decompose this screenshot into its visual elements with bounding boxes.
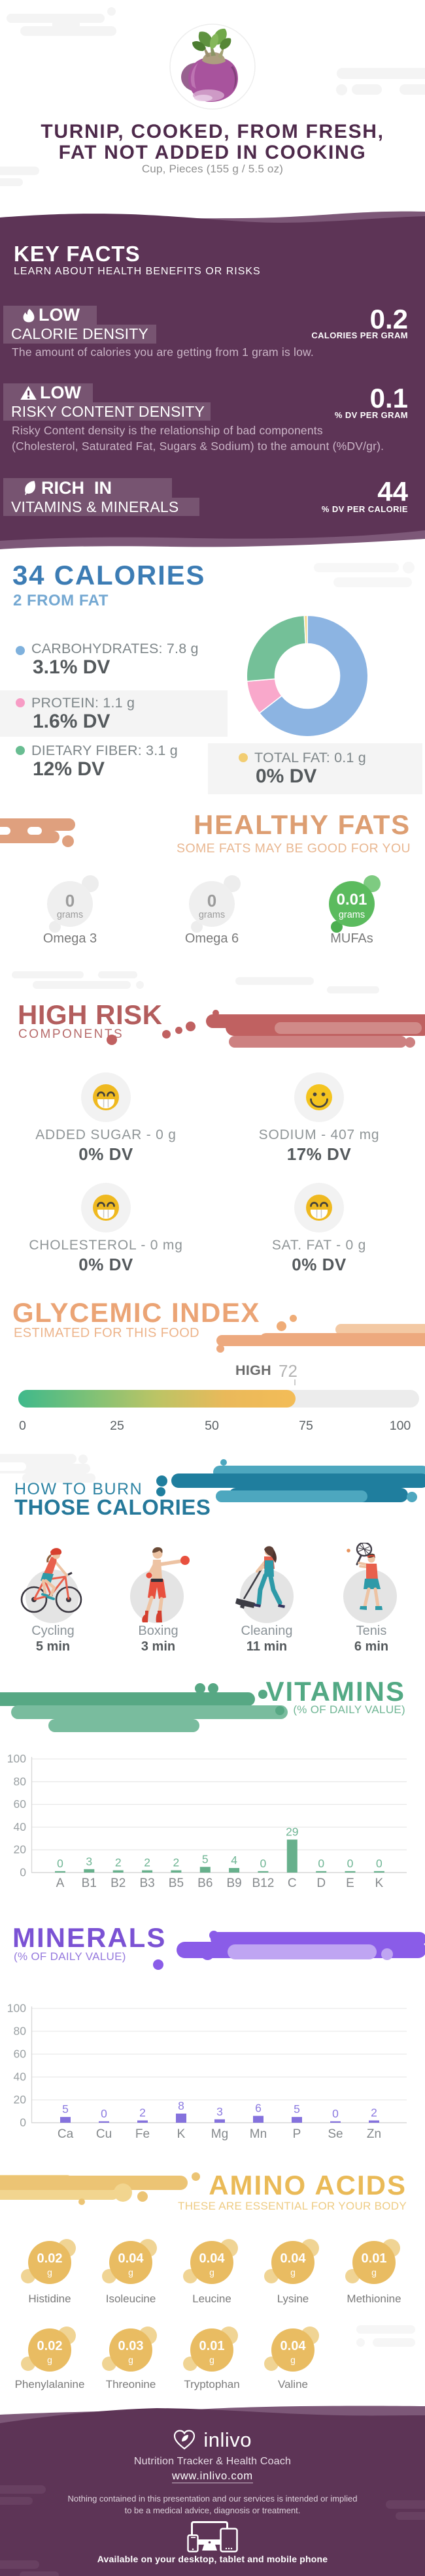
svg-text:C: C: [288, 1876, 297, 1890]
svg-text:5: 5: [62, 2102, 69, 2116]
svg-text:5: 5: [294, 2102, 300, 2116]
svg-text:P: P: [293, 2127, 301, 2141]
svg-text:4: 4: [231, 1854, 237, 1867]
svg-text:2: 2: [173, 1856, 180, 1869]
svg-text:40: 40: [14, 1820, 27, 1833]
svg-text:K: K: [375, 1876, 384, 1890]
svg-text:100: 100: [7, 2002, 26, 2015]
svg-text:2: 2: [139, 2106, 146, 2119]
svg-text:Zn: Zn: [367, 2127, 381, 2141]
svg-text:80: 80: [14, 1775, 27, 1788]
svg-text:A: A: [56, 1876, 65, 1890]
svg-text:100: 100: [7, 1752, 26, 1765]
svg-text:B3: B3: [139, 1876, 154, 1890]
svg-text:0: 0: [376, 1857, 382, 1870]
svg-text:B6: B6: [197, 1876, 212, 1890]
svg-text:B1: B1: [82, 1876, 97, 1890]
svg-text:0: 0: [20, 1866, 26, 1879]
svg-text:40: 40: [14, 2070, 27, 2084]
svg-text:B9: B9: [226, 1876, 241, 1890]
svg-text:5: 5: [202, 1852, 209, 1865]
svg-text:3: 3: [86, 1855, 92, 1868]
svg-text:60: 60: [14, 1797, 27, 1811]
svg-text:3: 3: [216, 2105, 223, 2118]
svg-text:0: 0: [318, 1857, 324, 1870]
svg-text:Ca: Ca: [58, 2127, 74, 2141]
svg-text:8: 8: [178, 2099, 184, 2112]
svg-text:Cu: Cu: [96, 2127, 112, 2141]
svg-text:Mn: Mn: [250, 2127, 267, 2141]
svg-text:20: 20: [14, 2093, 27, 2106]
svg-text:K: K: [177, 2127, 186, 2141]
svg-text:6: 6: [255, 2102, 262, 2115]
svg-text:D: D: [316, 1876, 326, 1890]
svg-text:Se: Se: [328, 2127, 343, 2141]
svg-text:0: 0: [332, 2107, 339, 2120]
svg-text:20: 20: [14, 1843, 27, 1856]
svg-text:2: 2: [371, 2106, 377, 2119]
svg-text:B12: B12: [252, 1876, 274, 1890]
svg-text:B2: B2: [110, 1876, 126, 1890]
svg-text:60: 60: [14, 2048, 27, 2061]
svg-text:80: 80: [14, 2025, 27, 2038]
svg-text:E: E: [346, 1876, 354, 1890]
svg-text:29: 29: [286, 1826, 298, 1839]
svg-text:2: 2: [144, 1856, 150, 1869]
svg-text:0: 0: [347, 1857, 354, 1870]
svg-text:0: 0: [101, 2107, 107, 2120]
svg-text:0: 0: [260, 1857, 267, 1870]
svg-text:Mg: Mg: [211, 2127, 228, 2141]
svg-text:Fe: Fe: [135, 2127, 150, 2141]
svg-text:0: 0: [57, 1857, 63, 1870]
svg-text:2: 2: [115, 1856, 122, 1869]
svg-text:0: 0: [20, 2116, 26, 2129]
svg-text:B5: B5: [169, 1876, 184, 1890]
